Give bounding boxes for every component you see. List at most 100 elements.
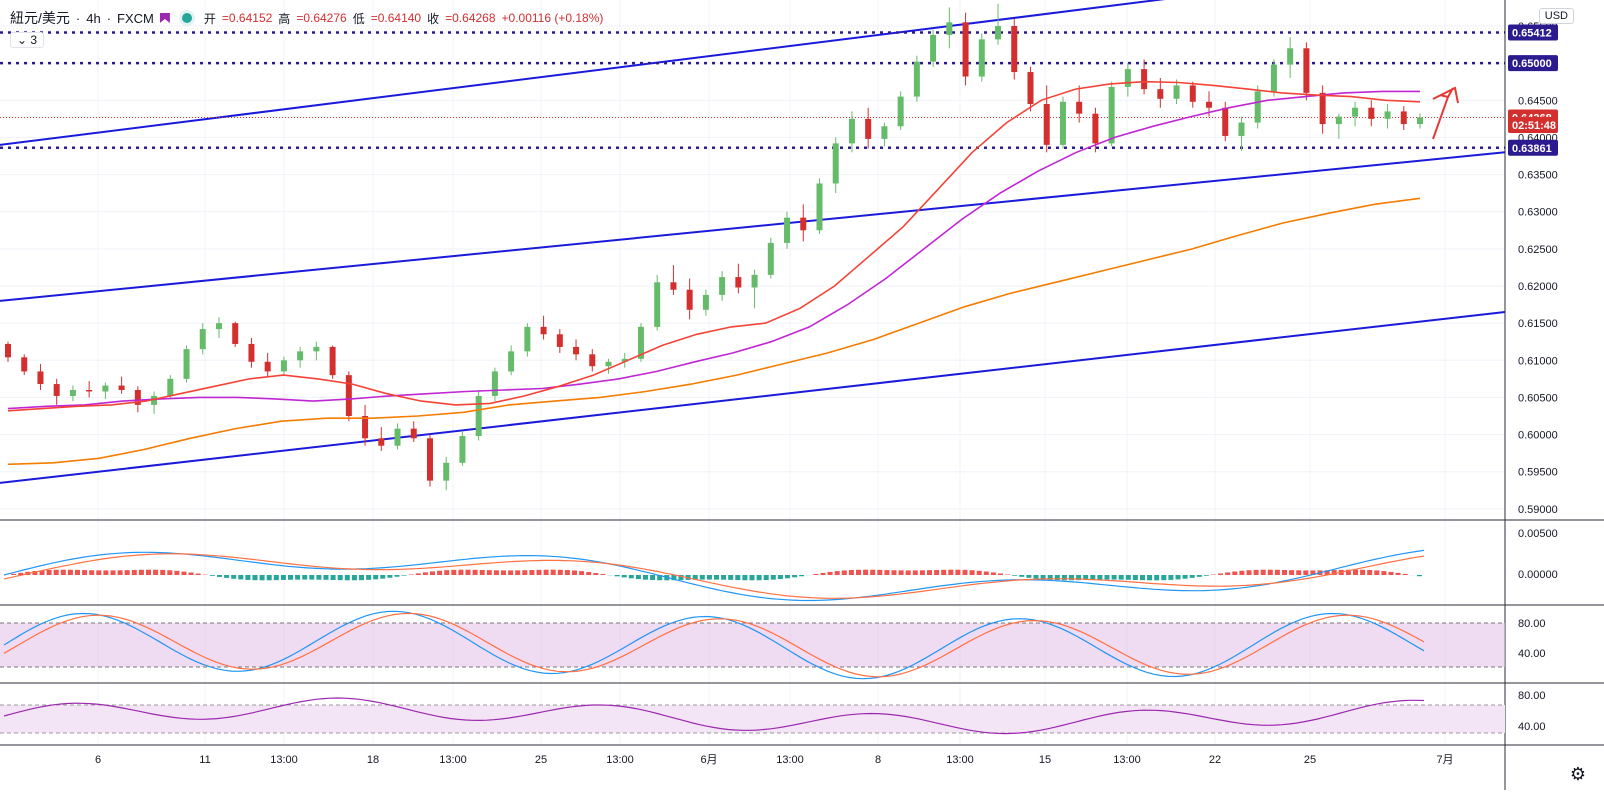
candle-body <box>1174 85 1180 98</box>
macd-histogram-bar <box>551 570 556 575</box>
macd-histogram-bar <box>700 575 705 580</box>
macd-histogram-bar <box>82 570 87 575</box>
macd-histogram-bar <box>480 570 485 575</box>
macd-histogram-bar <box>1012 575 1017 576</box>
macd-histogram-bar <box>1026 575 1031 578</box>
macd-histogram-bar <box>913 570 918 575</box>
macd-histogram-bar <box>331 575 336 580</box>
chevron-down-icon: ⌄ <box>17 33 27 47</box>
macd-histogram-bar <box>409 574 414 575</box>
stochastic-tick-label: 40.00 <box>1518 648 1546 660</box>
price-tick-label: 0.60000 <box>1518 430 1558 442</box>
macd-histogram-bar <box>47 570 52 575</box>
candle-body <box>1238 123 1244 136</box>
macd-tick-label: 0.00500 <box>1518 528 1558 540</box>
candle-body <box>1206 102 1212 108</box>
candle-body <box>881 126 887 139</box>
candle-body <box>606 362 612 366</box>
macd-histogram-bar <box>884 570 889 575</box>
macd-histogram-bar <box>1374 570 1379 575</box>
candle-body <box>687 290 693 310</box>
macd-histogram-bar <box>522 570 527 575</box>
macd-histogram-bar <box>217 575 222 577</box>
candle-body <box>541 327 547 334</box>
macd-histogram-bar <box>231 575 236 579</box>
time-axis-label: 25 <box>1304 754 1316 766</box>
candle-body <box>70 390 76 396</box>
macd-histogram-bar <box>260 575 265 580</box>
close-value: =0.64268 <box>445 11 495 25</box>
macd-histogram-bar <box>1197 575 1202 577</box>
candle-body <box>1011 26 1017 72</box>
low-label: 低 <box>353 10 365 27</box>
macd-histogram-bar <box>224 575 229 578</box>
macd-histogram-bar <box>458 570 463 575</box>
time-axis-label: 7月 <box>1436 754 1453 766</box>
macd-histogram-bar <box>96 570 101 575</box>
macd-histogram-bar <box>1389 572 1394 575</box>
symbol-name[interactable]: 紐元/美元 <box>10 8 70 28</box>
gear-icon[interactable]: ⚙ <box>1570 764 1586 785</box>
macd-histogram-bar <box>828 572 833 575</box>
candle-body <box>735 277 741 287</box>
candle-body <box>1352 108 1358 117</box>
flag-icon[interactable] <box>160 13 170 23</box>
candle-body <box>167 379 173 396</box>
candle-body <box>297 351 303 360</box>
macd-histogram-bar <box>1055 575 1060 580</box>
macd-histogram-bar <box>1119 575 1124 580</box>
macd-histogram-bar <box>906 570 911 575</box>
macd-histogram-bar <box>970 570 975 575</box>
candle-body <box>411 429 417 439</box>
macd-histogram-bar <box>1183 575 1188 579</box>
candle-body <box>1287 48 1293 64</box>
candle-body <box>37 371 43 384</box>
price-tick-label: 0.62500 <box>1518 244 1558 256</box>
macd-histogram-bar <box>1367 570 1372 575</box>
macd-histogram-bar <box>402 575 407 576</box>
macd-histogram-bar <box>302 575 307 580</box>
price-axis-badge-label: 02:51:48 <box>1512 120 1556 132</box>
currency-badge[interactable]: USD <box>1539 8 1574 24</box>
macd-histogram-bar <box>494 570 499 575</box>
candle-body <box>784 218 790 243</box>
macd-histogram-bar <box>132 570 137 575</box>
macd-histogram-bar <box>1254 570 1259 575</box>
macd-histogram-bar <box>742 575 747 580</box>
macd-histogram-bar <box>1296 570 1301 575</box>
macd-histogram-bar <box>167 570 172 575</box>
macd-histogram-bar <box>387 575 392 578</box>
change-value: +0.00116 (+0.18%) <box>502 11 604 25</box>
macd-histogram-bar <box>295 575 300 580</box>
candle-body <box>1125 69 1131 87</box>
macd-histogram-bar <box>1097 575 1102 580</box>
macd-histogram-bar <box>366 575 371 580</box>
macd-histogram-bar <box>89 570 94 575</box>
candle-body <box>1141 69 1147 89</box>
candle-body <box>800 218 806 231</box>
macd-histogram-bar <box>139 570 144 575</box>
time-axis-label: 22 <box>1209 754 1221 766</box>
macd-histogram-bar <box>1133 575 1138 580</box>
macd-histogram-bar <box>267 575 272 580</box>
macd-histogram-bar <box>529 570 534 575</box>
macd-histogram-bar <box>75 570 80 575</box>
indicators-toggle-button[interactable]: ⌄ 3 <box>10 32 44 48</box>
low-value: =0.64140 <box>371 11 421 25</box>
macd-histogram-bar <box>707 575 712 580</box>
interval-label[interactable]: 4h <box>86 11 100 26</box>
time-axis-label: 11 <box>199 754 210 766</box>
candle-body <box>963 22 969 76</box>
candle-body <box>1092 114 1098 144</box>
open-label: 开 <box>204 10 216 27</box>
open-value: =0.64152 <box>222 11 272 25</box>
macd-histogram-bar <box>1147 575 1152 580</box>
macd-histogram-bar <box>721 575 726 580</box>
macd-histogram-bar <box>785 575 790 578</box>
macd-histogram-bar <box>416 573 421 575</box>
macd-histogram-bar <box>771 575 776 580</box>
candle-body <box>265 362 271 372</box>
macd-histogram-bar <box>1261 570 1266 575</box>
